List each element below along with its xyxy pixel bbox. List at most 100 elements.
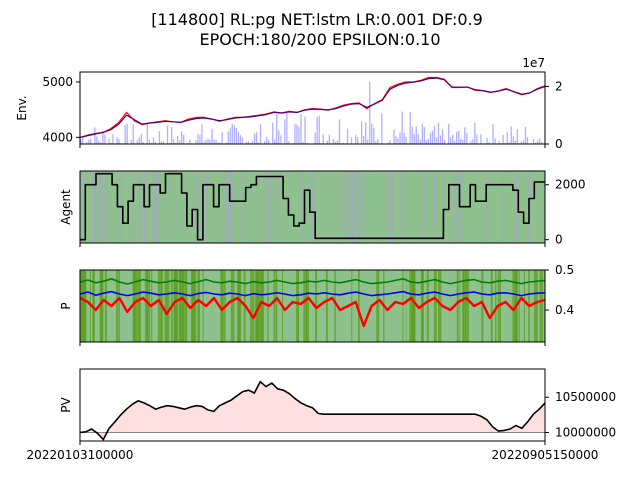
volume-bar — [241, 137, 243, 144]
volume-bar — [322, 134, 324, 144]
volume-bar — [512, 136, 514, 144]
volume-bar — [510, 126, 512, 144]
volume-bar — [472, 139, 474, 144]
series-moving-average — [79, 77, 546, 138]
signal-stripe — [310, 171, 312, 243]
volume-bar — [409, 112, 411, 144]
y-tick-label: 4000 — [42, 130, 73, 144]
volume-bar — [435, 137, 438, 144]
right-tick-label: 0 — [555, 137, 563, 151]
axes-frame — [79, 368, 546, 442]
signal-stripe — [348, 171, 350, 243]
volume-bar — [332, 139, 334, 144]
volume-bar — [387, 142, 389, 144]
volume-bar — [245, 141, 248, 144]
signal-stripe — [352, 171, 355, 243]
signal-stripe — [351, 171, 353, 243]
signal-stripe — [494, 270, 497, 342]
signal-stripe — [296, 270, 299, 342]
y-tick-label: 0.4 — [555, 303, 574, 317]
volume-bar — [342, 142, 345, 144]
signal-stripe — [230, 171, 232, 243]
y-tick-label: 10000000 — [555, 426, 616, 440]
signal-stripe — [157, 270, 162, 342]
volume-bar — [462, 139, 464, 144]
signal-stripe — [249, 270, 252, 342]
signal-stripe — [255, 270, 259, 342]
signal-stripe — [297, 270, 299, 342]
signal-stripe — [154, 171, 157, 243]
signal-stripe — [224, 171, 227, 243]
y-axis-label: Env. — [15, 95, 29, 120]
volume-bar — [154, 141, 157, 144]
volume-bar — [118, 138, 120, 144]
chart-title-line2: EPOCH:180/200 EPSILON:0.10 — [199, 30, 440, 49]
volume-bar — [274, 139, 276, 144]
volume-bar — [82, 137, 84, 144]
signal-stripe — [276, 270, 278, 342]
volume-bar — [427, 138, 429, 144]
volume-bar — [450, 137, 452, 144]
volume-bar — [498, 140, 500, 144]
volume-bar — [326, 140, 328, 144]
volume-bar — [488, 141, 490, 144]
signal-stripe — [442, 171, 445, 243]
volume-bar — [255, 132, 258, 144]
signal-stripe — [100, 270, 104, 342]
volume-bar — [294, 124, 296, 144]
y-tick-label: 5000 — [42, 75, 73, 89]
signal-stripe — [173, 270, 177, 342]
signal-stripe — [515, 171, 518, 243]
signal-stripe — [456, 270, 459, 342]
volume-bar — [538, 138, 541, 144]
volume-bar — [124, 124, 126, 144]
signal-stripe — [146, 270, 151, 342]
signal-stripe — [325, 270, 328, 342]
signal-stripe — [206, 171, 208, 243]
signal-stripe — [433, 270, 437, 342]
volume-bar — [140, 134, 142, 144]
signal-stripe — [137, 270, 140, 342]
volume-bar — [371, 123, 373, 144]
volume-bar — [346, 128, 349, 144]
volume-bar — [355, 135, 357, 144]
volume-bar — [470, 141, 472, 144]
signal-stripe — [357, 171, 359, 243]
signal-stripe — [166, 270, 170, 342]
volume-bar — [169, 142, 171, 144]
volume-bar — [437, 122, 440, 144]
volume-bar — [405, 137, 407, 144]
signal-stripe — [501, 171, 503, 243]
chart-title-line1: [114800] RL:pg NET:lstm LR:0.001 DF:0.9 — [151, 10, 483, 29]
panel-env: 4000 5000 0 2 1e7 Env. — [15, 56, 563, 151]
volume-bar — [177, 136, 179, 144]
y-tick-label: 10500000 — [555, 390, 616, 404]
volume-bar — [357, 137, 359, 144]
volume-bar — [257, 142, 260, 144]
volume-bar — [336, 140, 339, 144]
volume-bar — [532, 138, 535, 144]
series-green — [79, 278, 546, 285]
volume-bar — [278, 130, 280, 144]
volume-bar — [375, 141, 377, 144]
axes-frame — [79, 71, 546, 145]
signal-stripe — [197, 270, 200, 342]
volume-bar — [288, 141, 290, 144]
volume-bar — [219, 142, 221, 144]
signal-stripe — [80, 171, 83, 243]
volume-bar — [492, 124, 494, 144]
volume-bar — [421, 123, 423, 144]
signal-stripe — [275, 270, 277, 342]
signal-stripe — [364, 171, 366, 243]
signal-stripe — [181, 270, 185, 342]
volume-bar — [130, 139, 132, 144]
volume-bar — [328, 134, 330, 144]
volume-bar — [377, 138, 379, 144]
volume-bar — [197, 134, 199, 144]
volume-bar — [304, 116, 306, 144]
volume-bar — [306, 142, 308, 144]
signal-stripe — [465, 270, 469, 342]
volume-bar — [433, 125, 436, 144]
signal-stripe — [426, 270, 429, 342]
volume-bar — [162, 141, 165, 144]
